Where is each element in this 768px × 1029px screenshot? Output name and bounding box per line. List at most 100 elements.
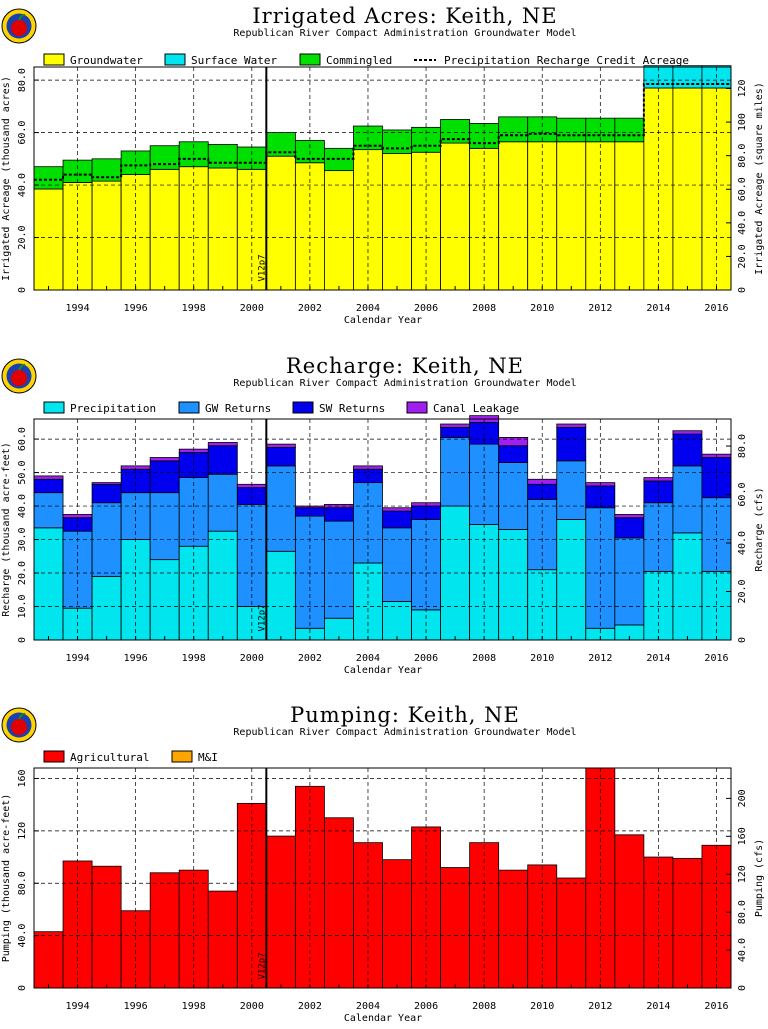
bar-segment <box>556 141 587 291</box>
legend-label: SW Returns <box>319 402 385 415</box>
bar-segment <box>440 142 471 291</box>
x-tick-label: 2006 <box>414 303 438 314</box>
legend-label: Surface Water <box>191 54 277 67</box>
rrca-logo <box>1 707 37 743</box>
bar-segment <box>672 532 703 641</box>
apple-icon <box>11 719 27 735</box>
x-tick-label: 2016 <box>704 303 728 314</box>
y-tick-label: 0 <box>17 637 28 643</box>
bar-segment <box>382 859 412 989</box>
bar-segment <box>207 530 238 641</box>
bar-segment <box>265 447 296 467</box>
bar-segment <box>498 116 529 143</box>
bar-segment <box>556 426 587 462</box>
y-tick-label: 20.0 <box>17 225 28 249</box>
y-right-tick-label: 0 <box>737 287 748 293</box>
bar-segment <box>91 483 122 504</box>
legend-swatch <box>43 53 65 66</box>
bar-segment <box>207 442 238 447</box>
bar-segment <box>556 460 587 520</box>
x-tick-label: 2014 <box>646 303 670 314</box>
chart-title: Pumping: Keith, NE <box>290 703 520 727</box>
bar-segment <box>672 465 703 534</box>
x-tick-label: 2002 <box>298 653 322 664</box>
y-tick-label: 30.0 <box>17 527 28 551</box>
bar-segment <box>382 129 412 154</box>
x-tick-label: 2016 <box>704 653 728 664</box>
legend-item: M&I <box>171 750 218 764</box>
y-right-tick-label: 120 <box>737 79 748 97</box>
y-right-tick-label: 120 <box>737 865 748 883</box>
legend-swatch <box>43 401 65 414</box>
legend-swatch <box>406 401 428 414</box>
legend-swatch <box>299 53 321 66</box>
x-tick-label: 2000 <box>240 653 264 664</box>
legend-swatch <box>292 401 314 414</box>
bar-segment <box>149 492 180 561</box>
x-tick-label: 2014 <box>646 1001 670 1012</box>
legend-item: Groundwater <box>43 53 143 67</box>
x-axis-label: Calendar Year <box>344 315 422 326</box>
y-tick-label: 80.0 <box>17 871 28 895</box>
y-right-tick-label: 100 <box>737 113 748 131</box>
x-axis-label: Calendar Year <box>344 665 422 676</box>
legend-item: Commingled <box>299 53 392 67</box>
legend-label: Precipitation Recharge Credit Acreage <box>444 54 689 67</box>
bar-segment <box>149 168 180 291</box>
bar-segment <box>207 167 238 291</box>
bar-segment <box>265 443 296 448</box>
bar-segment <box>614 141 645 291</box>
x-tick-label: 2008 <box>472 1001 496 1012</box>
bar-segment <box>149 457 180 462</box>
legend-label: Commingled <box>326 54 392 67</box>
y-right-tick-label: 40.0 <box>737 211 748 235</box>
rrca-logo <box>1 8 37 44</box>
x-tick-label: 2000 <box>240 1001 264 1012</box>
bar-segment <box>585 767 616 989</box>
y-tick-label: 20.0 <box>17 561 28 585</box>
bar-segment <box>149 145 180 170</box>
legend-swatch <box>164 53 186 66</box>
leaf-icon <box>18 13 26 21</box>
rrca-logo <box>1 358 37 394</box>
x-tick-label: 1996 <box>124 653 148 664</box>
bar-segment <box>324 170 354 291</box>
y-tick-label: 80.0 <box>17 68 28 92</box>
bar-segment <box>91 482 122 485</box>
bar-segment <box>149 460 180 494</box>
y-right-tick-label: 160 <box>737 827 748 845</box>
plot-frame <box>33 418 732 641</box>
y-tick-label: 0 <box>17 287 28 293</box>
bar-segment <box>498 141 529 291</box>
bar-segment <box>91 180 122 291</box>
x-tick-label: 2010 <box>530 303 554 314</box>
legend-label: Precipitation <box>70 402 156 415</box>
y-right-tick-label: 80.0 <box>737 434 748 458</box>
bar-segment <box>33 166 64 190</box>
bar-segment <box>294 162 325 291</box>
bar-segment <box>382 527 412 602</box>
y-right-tick-label: 60.0 <box>737 482 748 506</box>
x-tick-label: 2004 <box>356 653 380 664</box>
bar-segment <box>324 817 354 989</box>
bar-segment <box>440 867 471 989</box>
y-right-tick-label: 40.0 <box>737 938 748 962</box>
bar-segment <box>382 153 412 291</box>
leaf-icon <box>18 363 26 371</box>
bar-segment <box>498 869 529 989</box>
y-right-tick-label: 0 <box>737 637 748 643</box>
legend-item: Precipitation Recharge Credit Acreage <box>414 54 689 67</box>
y-tick-label: 40.0 <box>17 924 28 948</box>
y-tick-label: 40.0 <box>17 173 28 197</box>
y-tick-label: 0 <box>17 985 28 991</box>
version-marker-label: V12p7 <box>257 254 267 281</box>
x-tick-label: 2002 <box>298 303 322 314</box>
grid <box>34 419 731 640</box>
y-axis-label: Pumping (thousand acre-feet) <box>1 794 12 963</box>
bar-segment <box>33 478 64 494</box>
bar-segment <box>614 537 645 626</box>
bar-segment <box>556 877 587 989</box>
x-tick-label: 2008 <box>472 653 496 664</box>
